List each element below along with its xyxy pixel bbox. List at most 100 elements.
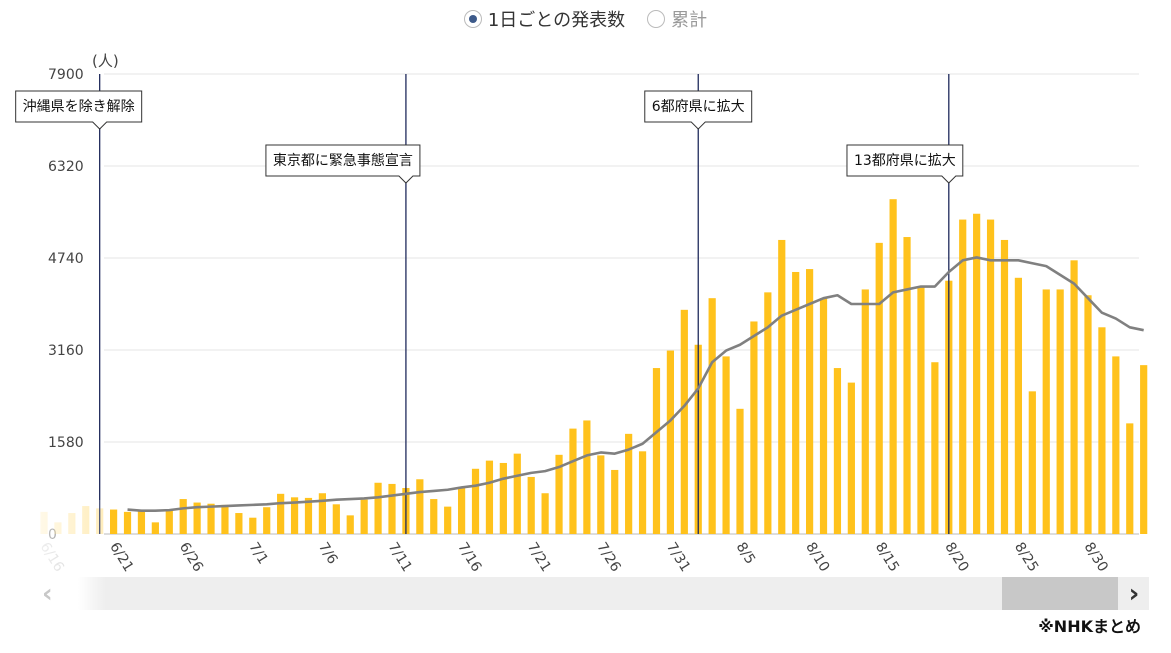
x-tick-label: 6/26 — [176, 540, 206, 575]
chevron-left-icon[interactable]: ‹ — [36, 577, 106, 610]
bar — [374, 482, 382, 534]
y-tick-label: 1580 — [48, 435, 84, 451]
bar — [778, 239, 786, 534]
bar — [569, 428, 577, 534]
bar — [332, 504, 340, 534]
average-line — [127, 256, 1144, 513]
bar — [430, 499, 438, 534]
bar — [1098, 327, 1106, 534]
bar — [931, 362, 939, 534]
bar — [416, 479, 424, 534]
event-callout: 沖縄県を除き解除 — [15, 90, 143, 130]
x-tick-label: 8/25 — [1011, 540, 1041, 575]
y-unit-label: (人) — [92, 52, 119, 70]
bar — [917, 286, 925, 534]
x-tick-label: 8/15 — [872, 540, 902, 575]
bar — [360, 499, 368, 534]
bar — [625, 433, 633, 534]
bar — [499, 462, 507, 534]
bar — [54, 522, 62, 534]
bar — [1042, 289, 1050, 534]
radio-daily[interactable] — [463, 10, 482, 28]
event-callout-box — [15, 90, 143, 130]
option-cumulative[interactable]: 累計 — [647, 6, 707, 32]
bar — [527, 476, 535, 534]
x-tick-label: 7/31 — [663, 540, 693, 575]
bar — [750, 321, 758, 534]
bar — [1056, 289, 1064, 534]
bar — [513, 453, 521, 534]
bar — [346, 515, 354, 534]
bar — [1014, 277, 1022, 534]
y-tick-label: 6320 — [48, 159, 84, 175]
bar — [764, 292, 772, 534]
x-tick-label: 8/30 — [1081, 540, 1111, 575]
bar — [611, 469, 619, 534]
bar — [1112, 356, 1120, 534]
bar — [819, 298, 828, 534]
bar — [875, 242, 883, 534]
bar — [277, 493, 285, 534]
bar — [638, 451, 647, 534]
chart-scrollbar[interactable]: ‹ › — [36, 577, 1149, 610]
bar — [471, 468, 480, 534]
bar — [263, 507, 271, 534]
bar — [40, 511, 48, 534]
bar — [903, 237, 911, 535]
scrollbar-thumb[interactable] — [1002, 577, 1118, 610]
bar — [235, 513, 243, 534]
event-callout-label: 沖縄県を除き解除 — [23, 99, 135, 115]
x-tick-label: 6/21 — [106, 540, 136, 575]
bar — [973, 213, 981, 535]
chevron-right-icon[interactable]: › — [1128, 578, 1140, 609]
bar — [1084, 295, 1092, 534]
bar — [1126, 423, 1134, 534]
bar — [110, 509, 118, 534]
bar — [583, 420, 591, 534]
bar — [193, 502, 201, 534]
display-mode-toggle: 1日ごとの発表数 累計 — [0, 6, 1171, 32]
bar — [68, 513, 76, 534]
bar — [666, 350, 674, 534]
bar — [444, 506, 452, 534]
x-tick-label: 8/20 — [941, 540, 971, 575]
x-tick-label: 7/26 — [593, 540, 623, 575]
grid-lines — [104, 73, 1139, 535]
bar — [1000, 239, 1009, 534]
bar — [249, 517, 257, 534]
bar — [388, 483, 396, 534]
event-callout-box — [846, 144, 964, 184]
bar — [458, 488, 466, 534]
bar — [318, 493, 326, 534]
bar — [806, 269, 814, 534]
y-tick-label: 7900 — [48, 67, 84, 83]
bar — [722, 356, 730, 534]
bar — [680, 309, 688, 534]
bar — [304, 497, 313, 534]
event-callout-label: 13都府県に拡大 — [854, 153, 956, 169]
bar — [597, 455, 605, 534]
bar — [555, 454, 563, 534]
x-tick-label: 7/16 — [454, 540, 484, 575]
source-note: ※NHKまとめ — [1038, 617, 1141, 636]
x-tick-label: 7/11 — [385, 540, 415, 575]
bar — [736, 408, 744, 534]
bar — [959, 219, 967, 534]
x-tick-label: 7/21 — [524, 540, 554, 575]
bar — [485, 460, 494, 534]
y-tick-label: 4740 — [48, 251, 84, 267]
radio-cumulative[interactable] — [647, 10, 666, 28]
event-callout-box — [644, 90, 753, 130]
bar — [889, 199, 897, 534]
bar — [986, 219, 995, 534]
bar — [137, 510, 146, 534]
bar — [151, 522, 159, 534]
option-daily[interactable]: 1日ごとの発表数 — [463, 6, 625, 32]
event-callout: 13都府県に拡大 — [846, 144, 964, 184]
x-axis: 6/16 6/21 6/26 7/1 7/6 7/11 7/16 7/21 7/26 7/31 8/… — [37, 540, 1111, 575]
bar — [221, 504, 229, 534]
bar — [123, 511, 132, 534]
